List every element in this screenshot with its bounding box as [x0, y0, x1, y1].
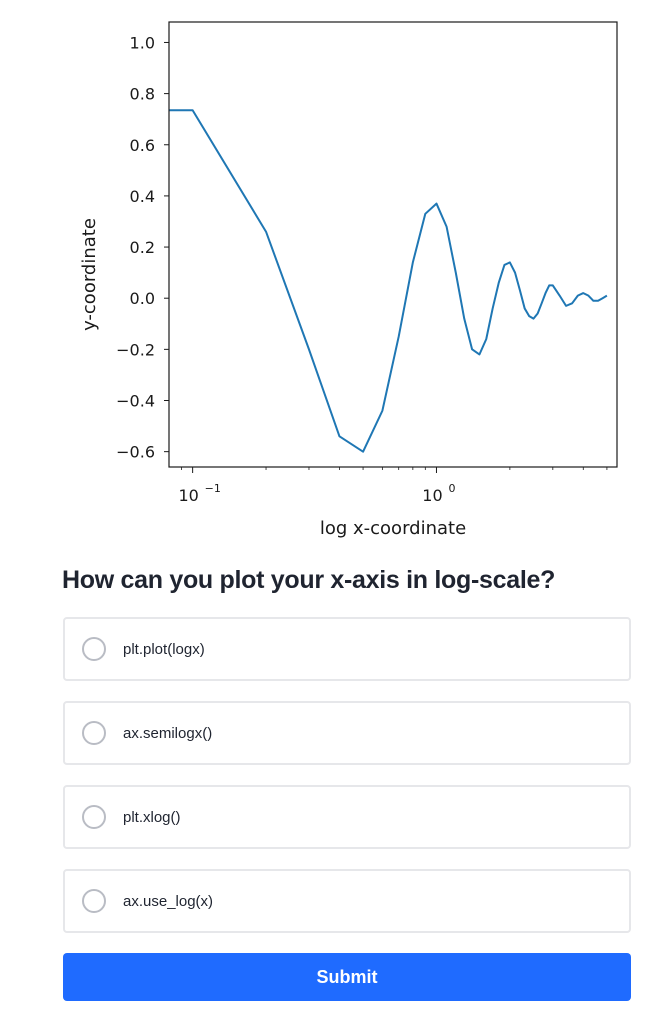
x-tick-exponent: −1: [205, 482, 221, 495]
answer-option-2[interactable]: ax.semilogx(): [63, 701, 631, 765]
answer-option-1[interactable]: plt.plot(logx): [63, 617, 631, 681]
answer-option-label: plt.plot(logx): [123, 640, 205, 658]
answer-option-label: ax.semilogx(): [123, 724, 213, 742]
x-tick-label: 10: [178, 486, 198, 505]
x-axis-label: log x-coordinate: [320, 518, 466, 539]
answer-option-4[interactable]: ax.use_log(x): [63, 869, 631, 933]
series-line: [169, 109, 608, 453]
x-tick-label: 10: [422, 486, 442, 505]
plot-frame: [168, 21, 618, 468]
y-tick-label: −0.6: [116, 443, 155, 462]
y-tick-label: 0.0: [130, 289, 155, 308]
radio-button[interactable]: [82, 805, 106, 829]
y-axis-label: y-coordinate: [79, 218, 100, 331]
line-chart: 1.0 0.8 0.6 0.4 0.2 0.0 −0.2 −0.4 −0.6 10 −1 10 0 log…: [79, 21, 618, 539]
answer-option-label: plt.xlog(): [123, 808, 181, 826]
y-tick-label: 0.8: [130, 85, 155, 104]
answer-option-3[interactable]: plt.xlog(): [63, 785, 631, 849]
y-tick-label: 0.6: [130, 136, 155, 155]
y-tick-label: −0.4: [116, 392, 155, 411]
y-tick-label: 1.0: [130, 33, 155, 52]
question-title: How can you plot your x-axis in log-scal…: [62, 566, 556, 594]
answer-option-label: ax.use_log(x): [123, 892, 214, 910]
chart-canvas: 1.0 0.8 0.6 0.4 0.2 0.0 −0.2 −0.4 −0.6 10 −1 10 0 log…: [79, 21, 618, 539]
radio-button[interactable]: [82, 637, 106, 661]
radio-button[interactable]: [82, 721, 106, 745]
answer-options: plt.plot(logx) ax.semilogx() plt.xlog() …: [63, 617, 631, 953]
y-tick-label: 0.2: [130, 238, 155, 257]
y-tick-label: −0.2: [116, 340, 155, 359]
submit-button[interactable]: Submit: [63, 953, 631, 1001]
radio-button[interactable]: [82, 889, 106, 913]
x-tick-exponent: 0: [448, 482, 455, 495]
chart-svg: 1.0 0.8 0.6 0.4 0.2 0.0 −0.2 −0.4 −0.6 10 −1 10 0 log…: [79, 21, 618, 539]
y-tick-label: 0.4: [130, 187, 155, 206]
